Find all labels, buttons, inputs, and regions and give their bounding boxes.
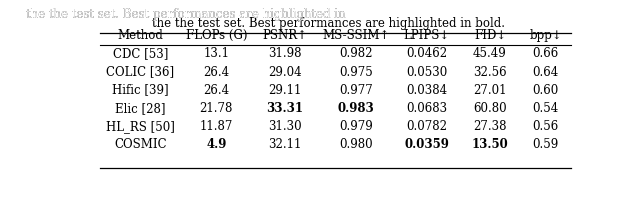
Text: 0.0530: 0.0530 xyxy=(406,65,447,79)
Text: 0.54: 0.54 xyxy=(532,102,559,115)
Text: MS-SSIM↑: MS-SSIM↑ xyxy=(322,29,389,42)
Text: 0.0683: 0.0683 xyxy=(406,102,447,115)
Text: COLIC [36]: COLIC [36] xyxy=(106,65,175,79)
Text: 0.979: 0.979 xyxy=(339,120,372,133)
Text: 4.9: 4.9 xyxy=(206,138,227,151)
Text: 60.80: 60.80 xyxy=(473,102,507,115)
Text: 0.0782: 0.0782 xyxy=(406,120,447,133)
Text: 27.38: 27.38 xyxy=(473,120,507,133)
Text: LPIPS↓: LPIPS↓ xyxy=(403,29,450,42)
Text: the the test set. Best performances are highlighted in bold: the the test set. Best performances are … xyxy=(26,8,375,21)
Text: 0.0462: 0.0462 xyxy=(406,48,447,61)
Text: 0.975: 0.975 xyxy=(339,65,372,79)
Text: FID↓: FID↓ xyxy=(474,29,506,42)
Text: 27.01: 27.01 xyxy=(473,84,507,97)
Text: 32.11: 32.11 xyxy=(268,138,301,151)
Text: 0.0384: 0.0384 xyxy=(406,84,447,97)
Text: 0.56: 0.56 xyxy=(532,120,559,133)
Text: Elic [28]: Elic [28] xyxy=(115,102,166,115)
Text: 45.49: 45.49 xyxy=(473,48,507,61)
Text: Method: Method xyxy=(117,29,163,42)
Text: CDC [53]: CDC [53] xyxy=(113,48,168,61)
Text: 31.98: 31.98 xyxy=(268,48,301,61)
Text: 13.50: 13.50 xyxy=(472,138,508,151)
Text: FLOPs (G): FLOPs (G) xyxy=(186,29,247,42)
Text: 0.0359: 0.0359 xyxy=(404,138,449,151)
Text: 29.11: 29.11 xyxy=(268,84,301,97)
Text: HL_RS [50]: HL_RS [50] xyxy=(106,120,175,133)
Text: 33.31: 33.31 xyxy=(266,102,303,115)
Text: 0.982: 0.982 xyxy=(339,48,372,61)
Text: 31.30: 31.30 xyxy=(268,120,301,133)
Text: bpp↓: bpp↓ xyxy=(529,29,562,42)
Text: the the test set. Best performances are highlighted in: the the test set. Best performances are … xyxy=(26,8,349,21)
Text: 26.4: 26.4 xyxy=(204,65,229,79)
Text: COSMIC: COSMIC xyxy=(114,138,166,151)
Text: 0.977: 0.977 xyxy=(339,84,372,97)
Text: the the test set. Best performances are highlighted in bold.: the the test set. Best performances are … xyxy=(152,17,504,30)
Text: 0.980: 0.980 xyxy=(339,138,372,151)
Text: Hific [39]: Hific [39] xyxy=(112,84,169,97)
Text: 0.983: 0.983 xyxy=(337,102,374,115)
Text: 11.87: 11.87 xyxy=(200,120,233,133)
Text: 32.56: 32.56 xyxy=(473,65,507,79)
Text: 0.64: 0.64 xyxy=(532,65,559,79)
Text: 21.78: 21.78 xyxy=(200,102,233,115)
Text: 0.60: 0.60 xyxy=(532,84,559,97)
Text: 0.59: 0.59 xyxy=(532,138,559,151)
Text: 0.66: 0.66 xyxy=(532,48,559,61)
Text: 26.4: 26.4 xyxy=(204,84,229,97)
Text: 29.04: 29.04 xyxy=(268,65,301,79)
Text: 13.1: 13.1 xyxy=(204,48,229,61)
Text: PSNR↑: PSNR↑ xyxy=(262,29,307,42)
